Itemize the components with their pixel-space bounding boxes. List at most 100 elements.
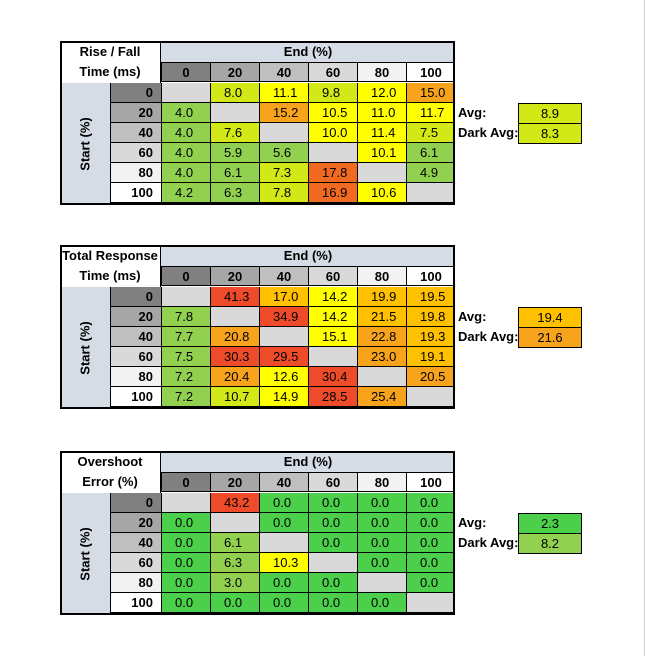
row-header-100: 100 (111, 183, 161, 203)
row-header-40: 40 (111, 327, 161, 347)
value-cell: 5.9 (210, 143, 259, 163)
value-cell: 10.0 (308, 123, 357, 143)
value-cell: 7.6 (210, 123, 259, 143)
value-cell: 7.5 (406, 123, 455, 143)
value-cell (357, 163, 406, 183)
start-row-header: Start (%) (60, 493, 111, 615)
value-cell (161, 493, 210, 513)
row-header-20: 20 (111, 513, 161, 533)
row-header-20: 20 (111, 307, 161, 327)
value-cell: 0.0 (210, 593, 259, 613)
value-cell: 12.0 (357, 83, 406, 103)
value-cell (259, 533, 308, 553)
value-cell: 19.9 (357, 287, 406, 307)
value-cell: 20.8 (210, 327, 259, 347)
row-header-60: 60 (111, 347, 161, 367)
column-header-80: 80 (357, 472, 406, 492)
value-cell (308, 347, 357, 367)
value-cell: 15.2 (259, 103, 308, 123)
total-response-block: Total Response Time (ms) End (%) Start (… (60, 245, 646, 415)
row-header-80: 80 (111, 367, 161, 387)
value-cell: 17.8 (308, 163, 357, 183)
dark-avg-label: Dark Avg: (458, 125, 519, 140)
end-column-header: End (%) (161, 451, 455, 472)
value-cell (210, 307, 259, 327)
table-title: Rise / Fall Time (ms) (60, 41, 161, 83)
value-cell (357, 367, 406, 387)
column-header-100: 100 (406, 62, 455, 82)
row-header-20: 20 (111, 103, 161, 123)
column-header-0: 0 (161, 472, 210, 492)
start-row-header-label: Start (%) (77, 117, 93, 171)
value-cell: 7.3 (259, 163, 308, 183)
sheet-edge-line (644, 0, 645, 656)
value-cell: 10.5 (308, 103, 357, 123)
avg-value: 2.3 (518, 513, 582, 534)
column-header-40: 40 (259, 62, 308, 82)
table-title: Overshoot Error (%) (60, 451, 161, 493)
column-header-40: 40 (259, 472, 308, 492)
table-title-line2: Error (%) (82, 474, 138, 489)
value-cell: 15.0 (406, 83, 455, 103)
value-cell: 17.0 (259, 287, 308, 307)
table-title: Total Response Time (ms) (60, 245, 161, 287)
value-cell: 11.7 (406, 103, 455, 123)
row-header-60: 60 (111, 143, 161, 163)
value-cell: 6.1 (210, 533, 259, 553)
value-cell: 11.4 (357, 123, 406, 143)
column-header-60: 60 (308, 266, 357, 286)
value-cell: 22.8 (357, 327, 406, 347)
row-header-100: 100 (111, 387, 161, 407)
value-cell: 0.0 (259, 493, 308, 513)
row-header-100: 100 (111, 593, 161, 613)
value-cell: 25.4 (357, 387, 406, 407)
value-cell: 0.0 (406, 533, 455, 553)
value-cell: 0.0 (357, 493, 406, 513)
value-cell (259, 327, 308, 347)
value-cell: 0.0 (308, 593, 357, 613)
value-cell: 14.2 (308, 307, 357, 327)
value-cell: 6.3 (210, 553, 259, 573)
column-header-20: 20 (210, 266, 259, 286)
row-header-40: 40 (111, 533, 161, 553)
column-header-80: 80 (357, 266, 406, 286)
value-cell: 0.0 (161, 593, 210, 613)
value-cell: 0.0 (259, 513, 308, 533)
value-cell: 7.8 (259, 183, 308, 203)
avg-value: 8.9 (518, 103, 582, 124)
start-row-header-label: Start (%) (77, 527, 93, 581)
value-cell: 4.9 (406, 163, 455, 183)
value-cell: 14.2 (308, 287, 357, 307)
value-cell (406, 387, 455, 407)
value-cell: 28.5 (308, 387, 357, 407)
value-cell: 19.1 (406, 347, 455, 367)
avg-value: 19.4 (518, 307, 582, 328)
value-cell: 4.2 (161, 183, 210, 203)
value-cell: 6.1 (210, 163, 259, 183)
value-cell: 3.0 (210, 573, 259, 593)
column-header-60: 60 (308, 62, 357, 82)
value-cell: 7.2 (161, 387, 210, 407)
value-cell: 7.7 (161, 327, 210, 347)
rise-fall-block: Rise / Fall Time (ms) End (%) Start (%) … (60, 41, 646, 211)
value-cell: 0.0 (406, 493, 455, 513)
end-column-header: End (%) (161, 245, 455, 266)
value-cell: 0.0 (406, 513, 455, 533)
value-cell: 0.0 (406, 573, 455, 593)
value-cell: 0.0 (308, 533, 357, 553)
value-cell (161, 83, 210, 103)
row-header-0: 0 (111, 493, 161, 513)
column-header-20: 20 (210, 472, 259, 492)
row-header-40: 40 (111, 123, 161, 143)
value-cell: 20.5 (406, 367, 455, 387)
avg-label: Avg: (458, 105, 487, 120)
value-cell: 10.7 (210, 387, 259, 407)
value-cell: 0.0 (308, 493, 357, 513)
value-cell: 15.1 (308, 327, 357, 347)
value-cell: 0.0 (357, 533, 406, 553)
value-cell: 4.0 (161, 163, 210, 183)
value-cell: 19.8 (406, 307, 455, 327)
value-cell: 23.0 (357, 347, 406, 367)
dark-avg-value: 8.3 (518, 123, 582, 144)
column-header-60: 60 (308, 472, 357, 492)
